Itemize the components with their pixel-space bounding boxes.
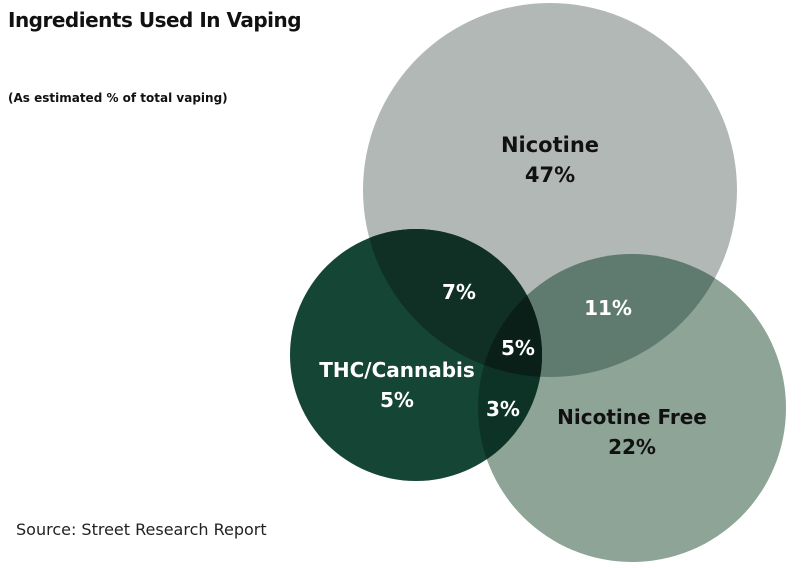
nicotine-value: 47% xyxy=(525,163,575,187)
nicotine-thc-value: 7% xyxy=(442,280,476,304)
nicotine-free-value: 22% xyxy=(608,435,656,459)
thc-cannabis-value: 5% xyxy=(380,388,414,412)
chart-subtitle: (As estimated % of total vaping) xyxy=(8,91,228,105)
nicotine-free-label: Nicotine Free xyxy=(557,405,707,429)
nicotine-label: Nicotine xyxy=(501,133,599,157)
chart-title: Ingredients Used In Vaping xyxy=(8,8,302,32)
source-note: Source: Street Research Report xyxy=(16,520,267,539)
all-three-value: 5% xyxy=(501,336,535,360)
nicotine-nicotine-free-value: 11% xyxy=(584,296,632,320)
thc-nicotine-free-value: 3% xyxy=(486,397,520,421)
thc-cannabis-label: THC/Cannabis xyxy=(319,358,475,382)
